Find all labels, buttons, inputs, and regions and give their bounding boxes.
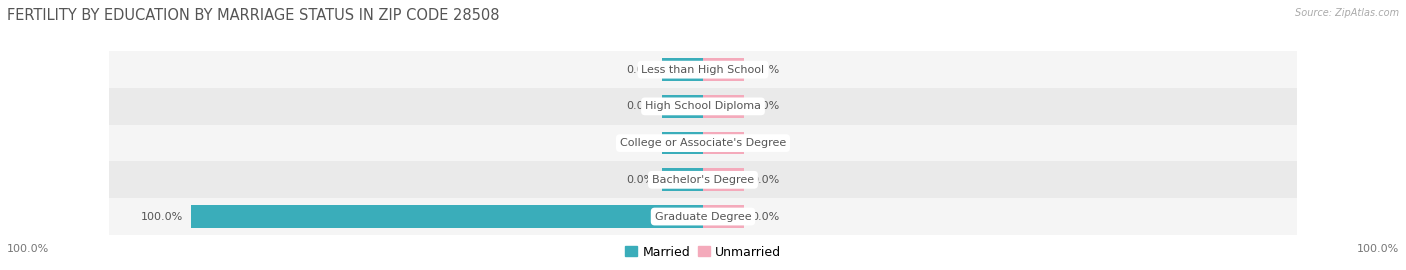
Bar (703, 132, 744, 154)
Text: 0.0%: 0.0% (752, 211, 780, 222)
Bar (662, 168, 703, 191)
Text: Bachelor's Degree: Bachelor's Degree (652, 175, 754, 185)
Text: College or Associate's Degree: College or Associate's Degree (620, 138, 786, 148)
Bar (662, 95, 703, 118)
Text: 0.0%: 0.0% (626, 175, 654, 185)
Bar (108, 88, 1298, 125)
Bar (703, 95, 744, 118)
Text: 0.0%: 0.0% (626, 101, 654, 112)
Bar (191, 205, 703, 228)
Text: Source: ZipAtlas.com: Source: ZipAtlas.com (1295, 8, 1399, 18)
Text: 0.0%: 0.0% (752, 65, 780, 75)
Text: FERTILITY BY EDUCATION BY MARRIAGE STATUS IN ZIP CODE 28508: FERTILITY BY EDUCATION BY MARRIAGE STATU… (7, 8, 499, 23)
Text: 100.0%: 100.0% (1357, 244, 1399, 254)
Bar (662, 132, 703, 154)
Text: 100.0%: 100.0% (7, 244, 49, 254)
Bar (108, 198, 1298, 235)
Bar (108, 161, 1298, 198)
Bar (108, 51, 1298, 88)
Text: 0.0%: 0.0% (752, 138, 780, 148)
Text: High School Diploma: High School Diploma (645, 101, 761, 112)
Text: Less than High School: Less than High School (641, 65, 765, 75)
Text: 0.0%: 0.0% (752, 101, 780, 112)
Text: 0.0%: 0.0% (626, 138, 654, 148)
Bar (662, 58, 703, 81)
Text: 100.0%: 100.0% (141, 211, 183, 222)
Text: 0.0%: 0.0% (752, 175, 780, 185)
Bar (703, 58, 744, 81)
Bar (703, 168, 744, 191)
Text: Graduate Degree: Graduate Degree (655, 211, 751, 222)
Bar (108, 125, 1298, 161)
Bar (703, 205, 744, 228)
Legend: Married, Unmarried: Married, Unmarried (620, 241, 786, 264)
Text: 0.0%: 0.0% (626, 65, 654, 75)
